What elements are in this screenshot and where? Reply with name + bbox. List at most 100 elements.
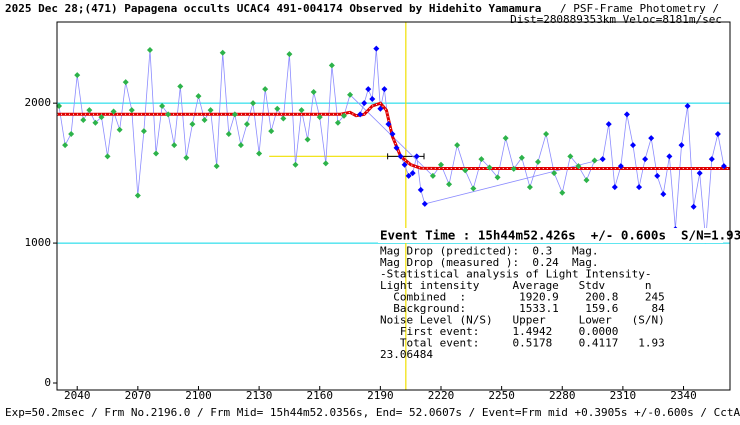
data-point [369,95,376,102]
data-point [437,161,444,168]
data-point [298,107,305,114]
data-point [510,165,517,172]
data-point [605,121,612,128]
data-point [405,172,412,179]
data-point [543,130,550,137]
data-point [183,154,190,161]
plot-frame [56,21,731,391]
data-point [373,45,380,52]
data-point [385,121,392,128]
data-point [642,156,649,163]
data-point [347,91,354,98]
stats-line: Combined : 1920.9 200.8 245 [380,291,665,304]
data-point [80,116,87,123]
data-point [470,185,477,192]
data-point [262,86,269,93]
data-point [68,130,75,137]
data-point [714,130,721,137]
x-tick-label: 2220 [428,389,455,402]
y-tick-label: 1000 [25,236,52,249]
data-point [623,111,630,118]
chart-subtitle2: Dist=280889353km Veloc=8181m/sec [510,13,722,26]
data-point [486,164,493,171]
data-point [413,153,420,160]
stats-line: Light intensity Average Stdv n [380,279,652,292]
x-tick-label: 2160 [306,389,333,402]
stats-line: Event Time : 15h44m52.426s +/- 0.600s S/… [380,228,740,243]
data-point [526,184,533,191]
data-point [250,100,257,107]
plot: 0 1000 2000 2040 2070 2100 2130 2160 2190 2220 225… [25,21,740,402]
data-point [56,102,63,109]
data-point [502,135,509,142]
data-point [122,79,129,86]
stats-line: -Statistical analysis of Light Intensity… [380,268,652,281]
data-point [567,153,574,160]
chart-subtitle: / PSF-Frame Photometry / [560,2,719,15]
data-point [171,142,178,149]
series-line [359,48,725,241]
data-point [648,135,655,142]
data-point [629,142,636,149]
data-point [104,153,111,160]
data-point [654,172,661,179]
footer: Exp=50.2msec / Frm No.2196.0 / Frm Mid= … [5,406,740,419]
data-point [494,174,501,181]
data-point [207,107,214,114]
data-point [62,142,69,149]
data-point [409,170,416,177]
data-point [666,153,673,160]
data-point [316,114,323,121]
x-tick-label: 2130 [246,389,273,402]
model-line-dots [57,102,730,169]
chart-title: 2025 Dec 28;(471) Papagena occults UCAC4… [5,2,541,15]
data-point [417,186,424,193]
data-point [690,203,697,210]
stats-background [378,228,723,243]
data-point [446,181,453,188]
data-point [518,154,525,161]
data-point [365,86,372,93]
data-point [361,100,368,107]
data-point [74,72,81,79]
data-point [462,167,469,174]
data-point [389,130,396,137]
x-tick-label: 2340 [670,389,697,402]
data-point [429,172,436,179]
data-point [401,161,408,168]
data-point [280,115,287,122]
data-point [146,46,153,53]
data-point [377,105,384,112]
stats-line: Total event: 0.5178 0.4117 1.93 [380,337,665,350]
data-point [636,184,643,191]
data-point [535,158,542,165]
data-point [274,105,281,112]
stats-line: First event: 1.4942 0.0000 [380,325,618,338]
x-tick-label: 2070 [125,389,152,402]
data-point [201,116,208,123]
data-point [243,121,250,128]
data-point [454,142,461,149]
data-point [478,156,485,163]
data-point [660,191,667,198]
data-point [256,150,263,157]
data-point [195,93,202,100]
data-point [213,163,220,170]
data-point [189,121,196,128]
data-point [310,88,317,95]
data-point [393,144,400,151]
stats-line: Mag Drop (measured ): 0.24 Mag. [380,256,599,269]
data-point [381,86,388,93]
x-tick-label: 2250 [488,389,515,402]
stats-line: Mag Drop (predicted): 0.3 Mag. [380,245,599,258]
y-tick-label: 2000 [25,96,52,109]
data-point [159,102,166,109]
data-point [304,136,311,143]
data-point [92,119,99,126]
series-line [58,49,595,196]
data-point [583,177,590,184]
y-tick-label: 0 [44,376,51,389]
data-point [684,102,691,109]
